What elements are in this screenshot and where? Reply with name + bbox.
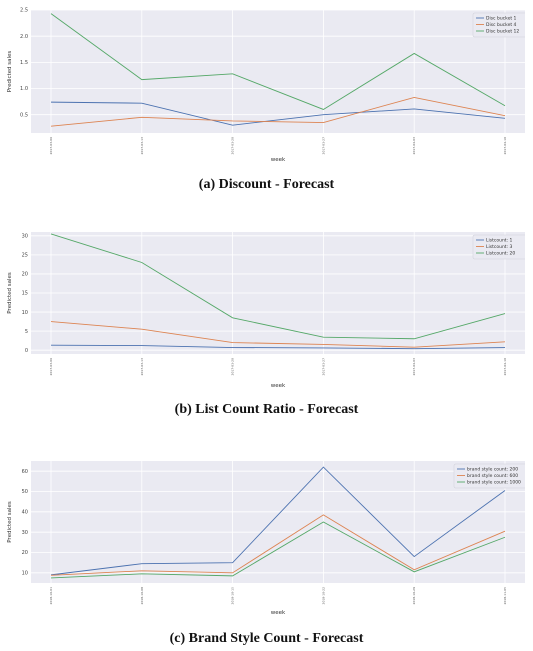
chart-brand-style: 10 20 30 40 50 60 2018-10-01 2018-10-08 2018-10-… <box>7 461 525 616</box>
x-tick-label: 2017-04-03 <box>412 358 416 376</box>
x-tick-label: 2017-03-06 <box>49 137 53 155</box>
x-tick-label: 2018-10-29 <box>412 587 416 605</box>
chart-panel-a: 0.5 1.0 1.5 2.0 2.5 2017-03-06 2017-03-13 2017-… <box>0 0 533 200</box>
x-tick-label: 2017-04-10 <box>503 137 507 155</box>
x-tick-label: 2017-03-06 <box>49 358 53 376</box>
series-line <box>50 514 506 576</box>
plot-area <box>31 461 525 583</box>
x-tick-label: 2017-03-20 <box>231 358 235 376</box>
y-tick-label: 1.0 <box>20 86 28 92</box>
legend-label: Listcount: 20 <box>486 251 515 257</box>
series-line <box>50 344 506 350</box>
y-tick-label: 25 <box>22 253 28 259</box>
series-line <box>50 321 506 348</box>
y-axis-label: Predicted sales <box>7 51 13 93</box>
y-tick-label: 2.5 <box>20 8 28 14</box>
series-line <box>50 233 506 340</box>
y-tick-label: 10 <box>22 310 28 316</box>
caption-brand-style: (c) Brand Style Count - Forecast <box>169 631 364 646</box>
legend-box <box>472 234 525 260</box>
y-axis-label: Predicted sales <box>7 501 13 543</box>
x-tick-label: 2018-10-15 <box>231 587 235 605</box>
y-tick-label: 50 <box>22 489 28 495</box>
x-tick-label: 2017-03-13 <box>140 137 144 155</box>
x-tick-label: 2018-10-01 <box>49 587 53 605</box>
legend-box <box>472 12 525 38</box>
series-line <box>50 96 506 127</box>
y-tick-label: 5 <box>25 329 28 335</box>
y-tick-label: 30 <box>22 530 28 536</box>
legend-label: brand style count: 600 <box>467 473 518 479</box>
chart-discount: 0.5 1.0 1.5 2.0 2.5 2017-03-06 2017-03-13 2017-… <box>7 8 525 163</box>
x-axis-label: week <box>271 610 286 616</box>
x-tick-label: 2018-10-08 <box>140 587 144 605</box>
caption-discount: (a) Discount - Forecast <box>198 177 335 192</box>
series-line <box>50 521 506 579</box>
x-tick-label: 2017-04-10 <box>503 358 507 376</box>
y-axis-label: Predicted sales <box>7 272 13 314</box>
legend-label: Disc bucket 4 <box>486 22 517 28</box>
x-tick-label: 2017-03-27 <box>321 358 325 376</box>
y-tick-label: 10 <box>22 571 28 577</box>
y-tick-label: 20 <box>22 550 28 556</box>
plot-area <box>31 10 525 133</box>
legend-label: Listcount: 3 <box>486 244 513 250</box>
series-line <box>50 101 506 126</box>
chart-panel-b: 0 5 10 15 20 25 30 2017-03-06 2017-03-13 2017-03-… <box>0 222 533 422</box>
legend-label: Listcount: 1 <box>486 238 513 244</box>
x-axis-label: week <box>271 383 286 389</box>
caption-list-count: (b) List Count Ratio - Forecast <box>174 402 359 417</box>
chart-panel-c: 10 20 30 40 50 60 2018-10-01 2018-10-08 2018-10-… <box>0 452 533 651</box>
legend-label: Disc bucket 12 <box>486 29 519 35</box>
x-tick-label: 2017-03-13 <box>140 358 144 376</box>
x-tick-label: 2017-04-03 <box>412 137 416 155</box>
y-tick-label: 1.5 <box>20 60 28 66</box>
series-line <box>50 466 506 576</box>
y-tick-label: 0.5 <box>20 112 28 118</box>
chart-list-count: 0 5 10 15 20 25 30 2017-03-06 2017-03-13 2017-03-… <box>7 232 525 389</box>
legend-box <box>453 463 525 489</box>
x-tick-label: 2017-03-27 <box>321 137 325 155</box>
legend-label: Disc bucket 1 <box>486 16 517 22</box>
y-tick-label: 60 <box>22 469 28 475</box>
x-axis-label: week <box>271 157 286 163</box>
legend-label: brand style count: 200 <box>467 467 518 473</box>
x-tick-label: 2018-10-22 <box>321 587 325 605</box>
y-tick-label: 40 <box>22 510 28 516</box>
legend-label: brand style count: 1000 <box>467 480 521 486</box>
y-tick-label: 15 <box>22 291 28 297</box>
series-line <box>50 13 506 110</box>
y-tick-label: 20 <box>22 272 28 278</box>
x-tick-label: 2017-03-20 <box>231 137 235 155</box>
y-tick-label: 30 <box>22 234 28 240</box>
x-tick-label: 2018-11-05 <box>503 587 507 605</box>
y-tick-label: 2.0 <box>20 34 28 40</box>
y-tick-label: 0 <box>25 348 28 354</box>
